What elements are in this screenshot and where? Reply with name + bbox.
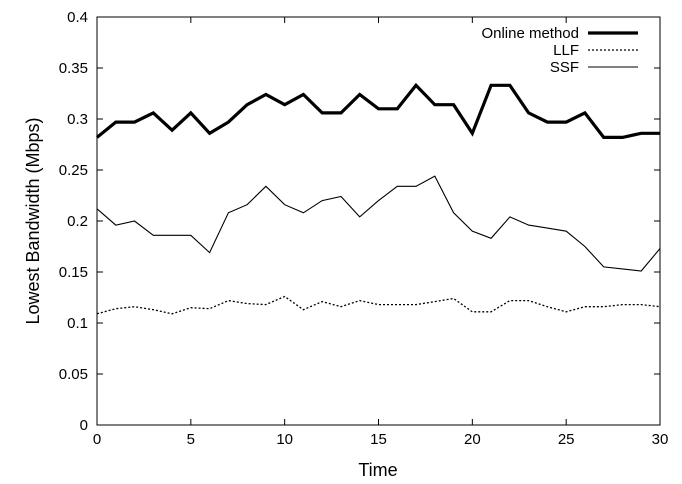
y-tick-label: 0.15 [59,264,88,281]
x-tick-label: 0 [93,431,101,448]
legend-entry-label: LLF [553,42,579,59]
x-axis-label: Time [358,460,397,480]
x-tick-label: 25 [558,431,575,448]
y-tick-label: 0.2 [67,213,88,230]
x-tick-label: 10 [276,431,293,448]
series-line-llf [96,295,661,315]
y-tick-label: 0.05 [59,366,88,383]
legend-entry-label: SSF [550,59,579,76]
x-tick-label: 5 [187,431,195,448]
legend-entry-label: Online method [481,25,579,42]
x-tick-label: 20 [464,431,481,448]
y-tick-label: 0.4 [67,9,88,26]
y-tick-label: 0.1 [67,315,88,332]
y-axis-label: Lowest Bandwidth (Mbps) [23,117,43,324]
y-tick-label: 0 [80,417,88,434]
series-line-online-method [95,82,660,139]
y-axis-ticks: 0 0.05 0.1 0.15 0.2 0.25 0.3 0.35 0.4 [59,9,660,434]
series-layer [95,82,661,315]
y-tick-label: 0.25 [59,162,88,179]
y-tick-label: 0.35 [59,60,88,77]
x-axis-ticks: 0 5 10 15 20 25 30 [93,17,669,448]
x-tick-label: 15 [370,431,387,448]
y-tick-label: 0.3 [67,111,88,128]
series-line-ssf [96,175,661,272]
x-tick-label: 30 [652,431,669,448]
